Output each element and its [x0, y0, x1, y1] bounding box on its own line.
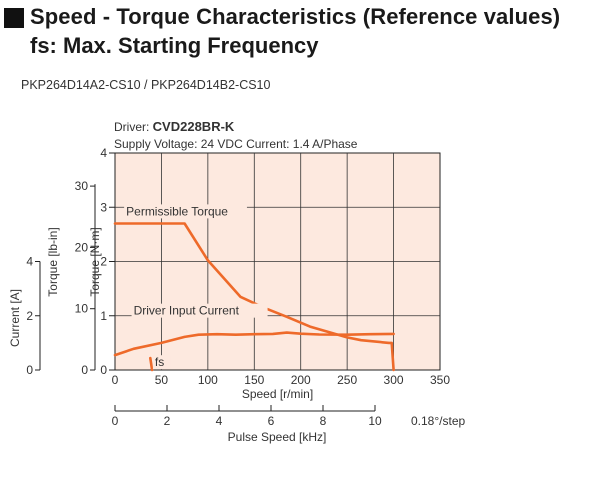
x2-tick-label: 10 — [368, 414, 382, 428]
series-line — [113, 331, 395, 357]
x-tick-label: 50 — [155, 373, 169, 387]
y-nm-tick-label: 1 — [100, 309, 107, 323]
y-current-tick-label: 2 — [26, 309, 33, 323]
x2-step-note: 0.18°/step — [411, 414, 465, 428]
x2-axis-label: Pulse Speed [kHz] — [228, 430, 327, 444]
chart-layer: 0 50 100 150 200 250 300 350012340102030024Curr… — [8, 146, 465, 444]
model-numbers: PKP264D14A2-CS10 / PKP264D14B2-CS10 — [21, 78, 271, 92]
y-current-tick-label: 0 — [26, 363, 33, 377]
y-lbin-tick-label: 10 — [75, 302, 89, 316]
x-tick-label: 300 — [384, 373, 404, 387]
supply-line: Supply Voltage: 24 VDC Current: 1.4 A/Ph… — [114, 137, 358, 151]
y-nm-axis-label: Torque [N·m] — [88, 227, 102, 296]
page-title: Speed - Torque Characteristics (Referenc… — [30, 4, 561, 29]
x2-tick-label: 2 — [164, 414, 171, 428]
x-axis-label: Speed [r/min] — [242, 387, 313, 401]
page-subtitle: fs: Max. Starting Frequency — [30, 33, 319, 58]
x-tick-label: 150 — [244, 373, 264, 387]
series-label-bg — [124, 204, 247, 219]
driver-line: Driver: CVD228BR-K — [114, 119, 235, 134]
x-tick-label: 200 — [291, 373, 311, 387]
x2-tick-label: 8 — [320, 414, 327, 428]
x-tick-label: 350 — [430, 373, 450, 387]
y-current-tick-label: 4 — [26, 255, 33, 269]
series-label: Driver Input Current — [134, 304, 240, 318]
y-nm-tick-label: 0 — [100, 363, 107, 377]
series-line — [149, 356, 154, 372]
y-nm-tick-label: 4 — [100, 146, 107, 160]
series-line — [113, 222, 395, 372]
x-tick-label: 250 — [337, 373, 357, 387]
y-lbin-tick-label: 0 — [81, 363, 88, 377]
series-label: Permissible Torque — [126, 204, 228, 218]
x-tick-label: 100 — [198, 373, 218, 387]
y-nm-tick-label: 3 — [100, 200, 107, 214]
x2-tick-label: 0 — [112, 414, 119, 428]
y-nm-tick-label: 2 — [100, 255, 107, 269]
y-lbin-axis-label: Torque [lb-in] — [46, 227, 60, 296]
y-lbin-tick-label: 30 — [75, 179, 89, 193]
x2-tick-label: 4 — [216, 414, 223, 428]
x-tick-label: 0 — [112, 373, 119, 387]
series-label-bg — [131, 303, 268, 318]
y-lbin-tick-label: 20 — [75, 240, 89, 254]
header-square-bullet — [4, 8, 24, 28]
series-label: fs — [155, 355, 164, 369]
series-label-bg — [152, 355, 171, 370]
x2-tick-label: 6 — [268, 414, 275, 428]
y-current-axis-label: Current [A] — [8, 289, 22, 347]
